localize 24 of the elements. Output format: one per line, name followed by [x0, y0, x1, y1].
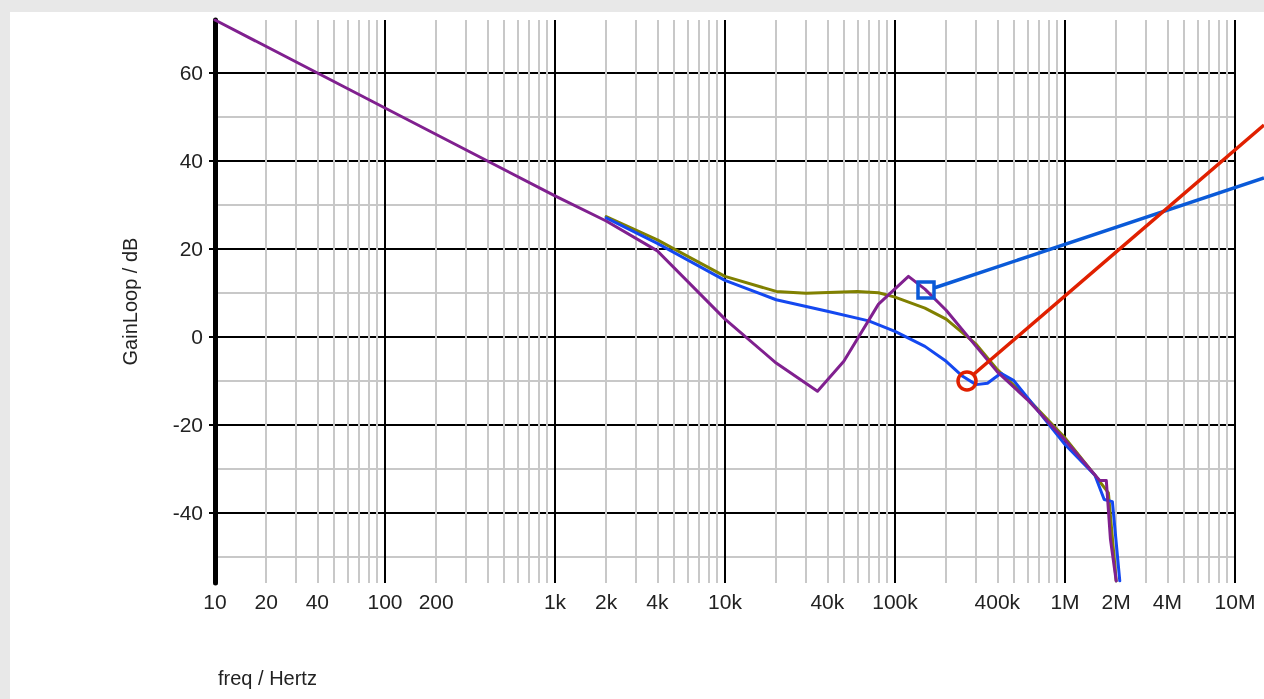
y-tick-label: 40	[179, 149, 203, 173]
y-tick-label: -20	[172, 413, 203, 437]
y-tick-label: 20	[179, 237, 203, 261]
y-tick-label: 0	[191, 325, 203, 349]
x-tick-label: 10	[203, 590, 227, 613]
x-tick-label: 1k	[543, 590, 567, 613]
y-axis-title: GainLoop / dB	[119, 237, 141, 366]
x-tick-label: 40k	[810, 590, 845, 613]
x-tick-label: 400k	[974, 590, 1021, 613]
y-tick-label: 60	[179, 61, 203, 85]
x-tick-label: 40	[305, 590, 330, 613]
x-tick-label: 4k	[646, 590, 669, 613]
x-tick-label: 10k	[708, 590, 743, 613]
x-tick-label: 2k	[595, 590, 618, 613]
x-tick-label: 200	[418, 590, 454, 613]
x-tick-label: 4M	[1152, 590, 1182, 613]
x-tick-label: 100k	[872, 590, 919, 613]
x-tick-label: 1M	[1050, 590, 1080, 613]
x-tick-label: 100	[367, 590, 403, 613]
x-tick-label: 20	[254, 590, 278, 613]
x-tick-label: 2M	[1101, 590, 1131, 613]
x-axis-title: freq / Hertz	[218, 667, 317, 689]
y-tick-label: -40	[172, 501, 203, 525]
x-tick-label: 10M	[1214, 590, 1256, 613]
